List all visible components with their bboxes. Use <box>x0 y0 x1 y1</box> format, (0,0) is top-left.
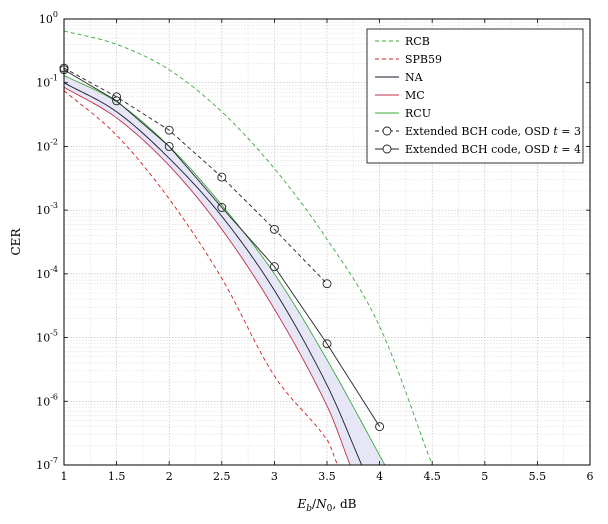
legend-entry-extended-bch-code-osd-t-3: Extended BCH code, OSD t = 3 <box>375 125 581 138</box>
series-line-extended-bch-code-osd-t-3 <box>64 67 328 285</box>
legend-label: Extended BCH code, OSD t = 4 <box>405 143 581 156</box>
series-line-spb59 <box>64 90 338 465</box>
data-point-extended-bch-code-osd-t-4 <box>269 262 279 272</box>
data-point-extended-bch-code-osd-t-4 <box>322 339 332 349</box>
y-tick-label: 100 <box>39 10 58 26</box>
legend: RCB SPB59 NA MC RCU Extended BCH code, OSD t … <box>366 28 584 164</box>
data-point-extended-bch-code-osd-t-3 <box>164 125 174 135</box>
x-tick-label: 4 <box>376 470 383 483</box>
series-line-rcb <box>64 30 433 465</box>
legend-marker <box>382 144 392 154</box>
y-tick-label: 10-4 <box>36 265 58 281</box>
data-point-extended-bch-code-osd-t-3 <box>217 172 227 182</box>
y-tick-label: 10-5 <box>36 329 58 345</box>
x-tick-label: 2 <box>166 470 173 483</box>
legend-entry-extended-bch-code-osd-t-4: Extended BCH code, OSD t = 4 <box>375 143 581 156</box>
y-tick-label: 10-2 <box>36 137 58 153</box>
legend-label: RCB <box>405 35 430 48</box>
legend-entry-na: NA <box>375 71 424 84</box>
y-tick-label: 10-6 <box>36 392 58 408</box>
x-tick-label: 4.5 <box>423 470 441 483</box>
shaded-region <box>64 75 385 465</box>
data-point-extended-bch-code-osd-t-3 <box>269 224 279 234</box>
x-tick-label: 3 <box>271 470 278 483</box>
data-point-extended-bch-code-osd-t-4 <box>375 422 385 432</box>
series-line-mc <box>64 86 351 465</box>
series-line-rcu <box>64 75 386 465</box>
series-line-na <box>64 82 363 465</box>
legend-entry-spb59: SPB59 <box>375 53 442 66</box>
y-tick-label: 10-1 <box>36 74 58 90</box>
legend-label: Extended BCH code, OSD t = 3 <box>405 125 581 138</box>
legend-box <box>366 28 584 164</box>
legend-label: RCU <box>405 107 431 120</box>
x-tick-label: 1.5 <box>108 470 126 483</box>
axis-ticks: 1 1.5 2 2.5 3 3.5 4 4.5 5 5.5 6 10-7 10-6 10-5 10-4 10-… <box>36 10 593 483</box>
x-tick-label: 2.5 <box>213 470 231 483</box>
legend-label: NA <box>405 71 424 84</box>
legend-label: MC <box>405 89 425 102</box>
data-point-extended-bch-code-osd-t-3 <box>112 92 122 102</box>
legend-marker <box>382 126 392 136</box>
y-tick-label: 10-3 <box>36 201 58 217</box>
x-axis-label: Eb/N0, dB <box>297 497 357 514</box>
data-point-extended-bch-code-osd-t-4 <box>164 141 174 151</box>
data-point-extended-bch-code-osd-t-4 <box>217 203 227 212</box>
y-axis-label: CER <box>9 228 23 256</box>
x-tick-label: 3.5 <box>318 470 336 483</box>
data-point-extended-bch-code-osd-t-3 <box>322 279 332 289</box>
legend-entry-rcu: RCU <box>375 107 431 120</box>
legend-label: SPB59 <box>405 53 442 66</box>
x-tick-label: 5 <box>481 470 488 483</box>
x-tick-label: 6 <box>587 470 594 483</box>
data-point-extended-bch-code-osd-t-4 <box>112 96 122 106</box>
shaded-area <box>64 75 385 465</box>
legend-entry-mc: MC <box>375 89 425 102</box>
y-tick-label: 10-7 <box>36 456 58 472</box>
x-tick-label: 5.5 <box>529 470 547 483</box>
x-tick-label: 1 <box>61 470 68 483</box>
legend-entry-rcb: RCB <box>375 35 430 48</box>
